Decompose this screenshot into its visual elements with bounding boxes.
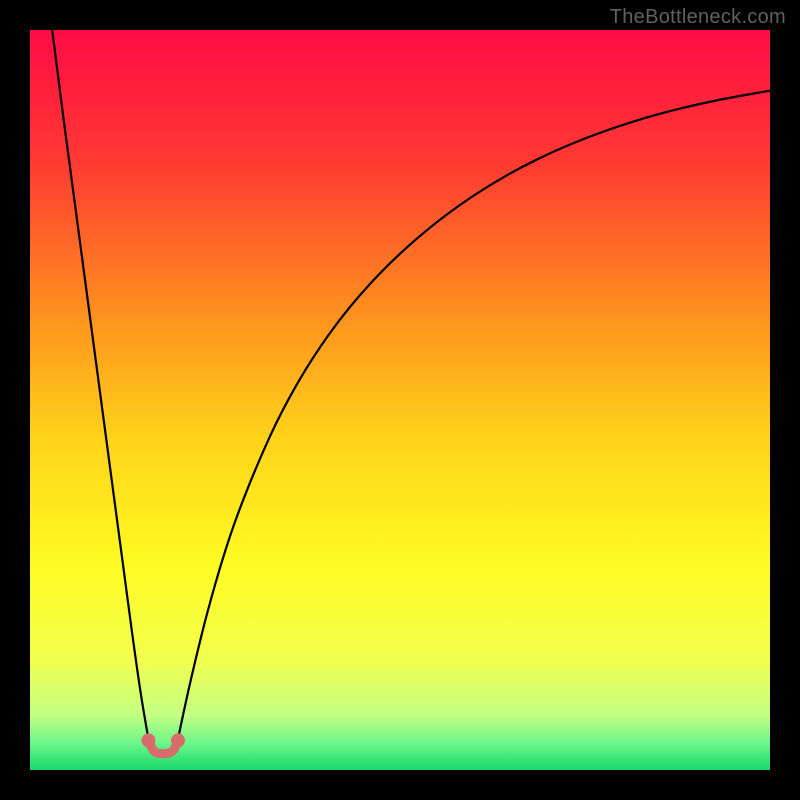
gradient-background	[30, 30, 770, 770]
bottleneck-curve-svg	[30, 30, 770, 770]
chart-frame: TheBottleneck.com	[0, 0, 800, 800]
min-marker	[171, 733, 185, 747]
watermark-text: TheBottleneck.com	[610, 6, 786, 29]
min-marker	[141, 733, 155, 747]
plot-area	[30, 30, 770, 770]
